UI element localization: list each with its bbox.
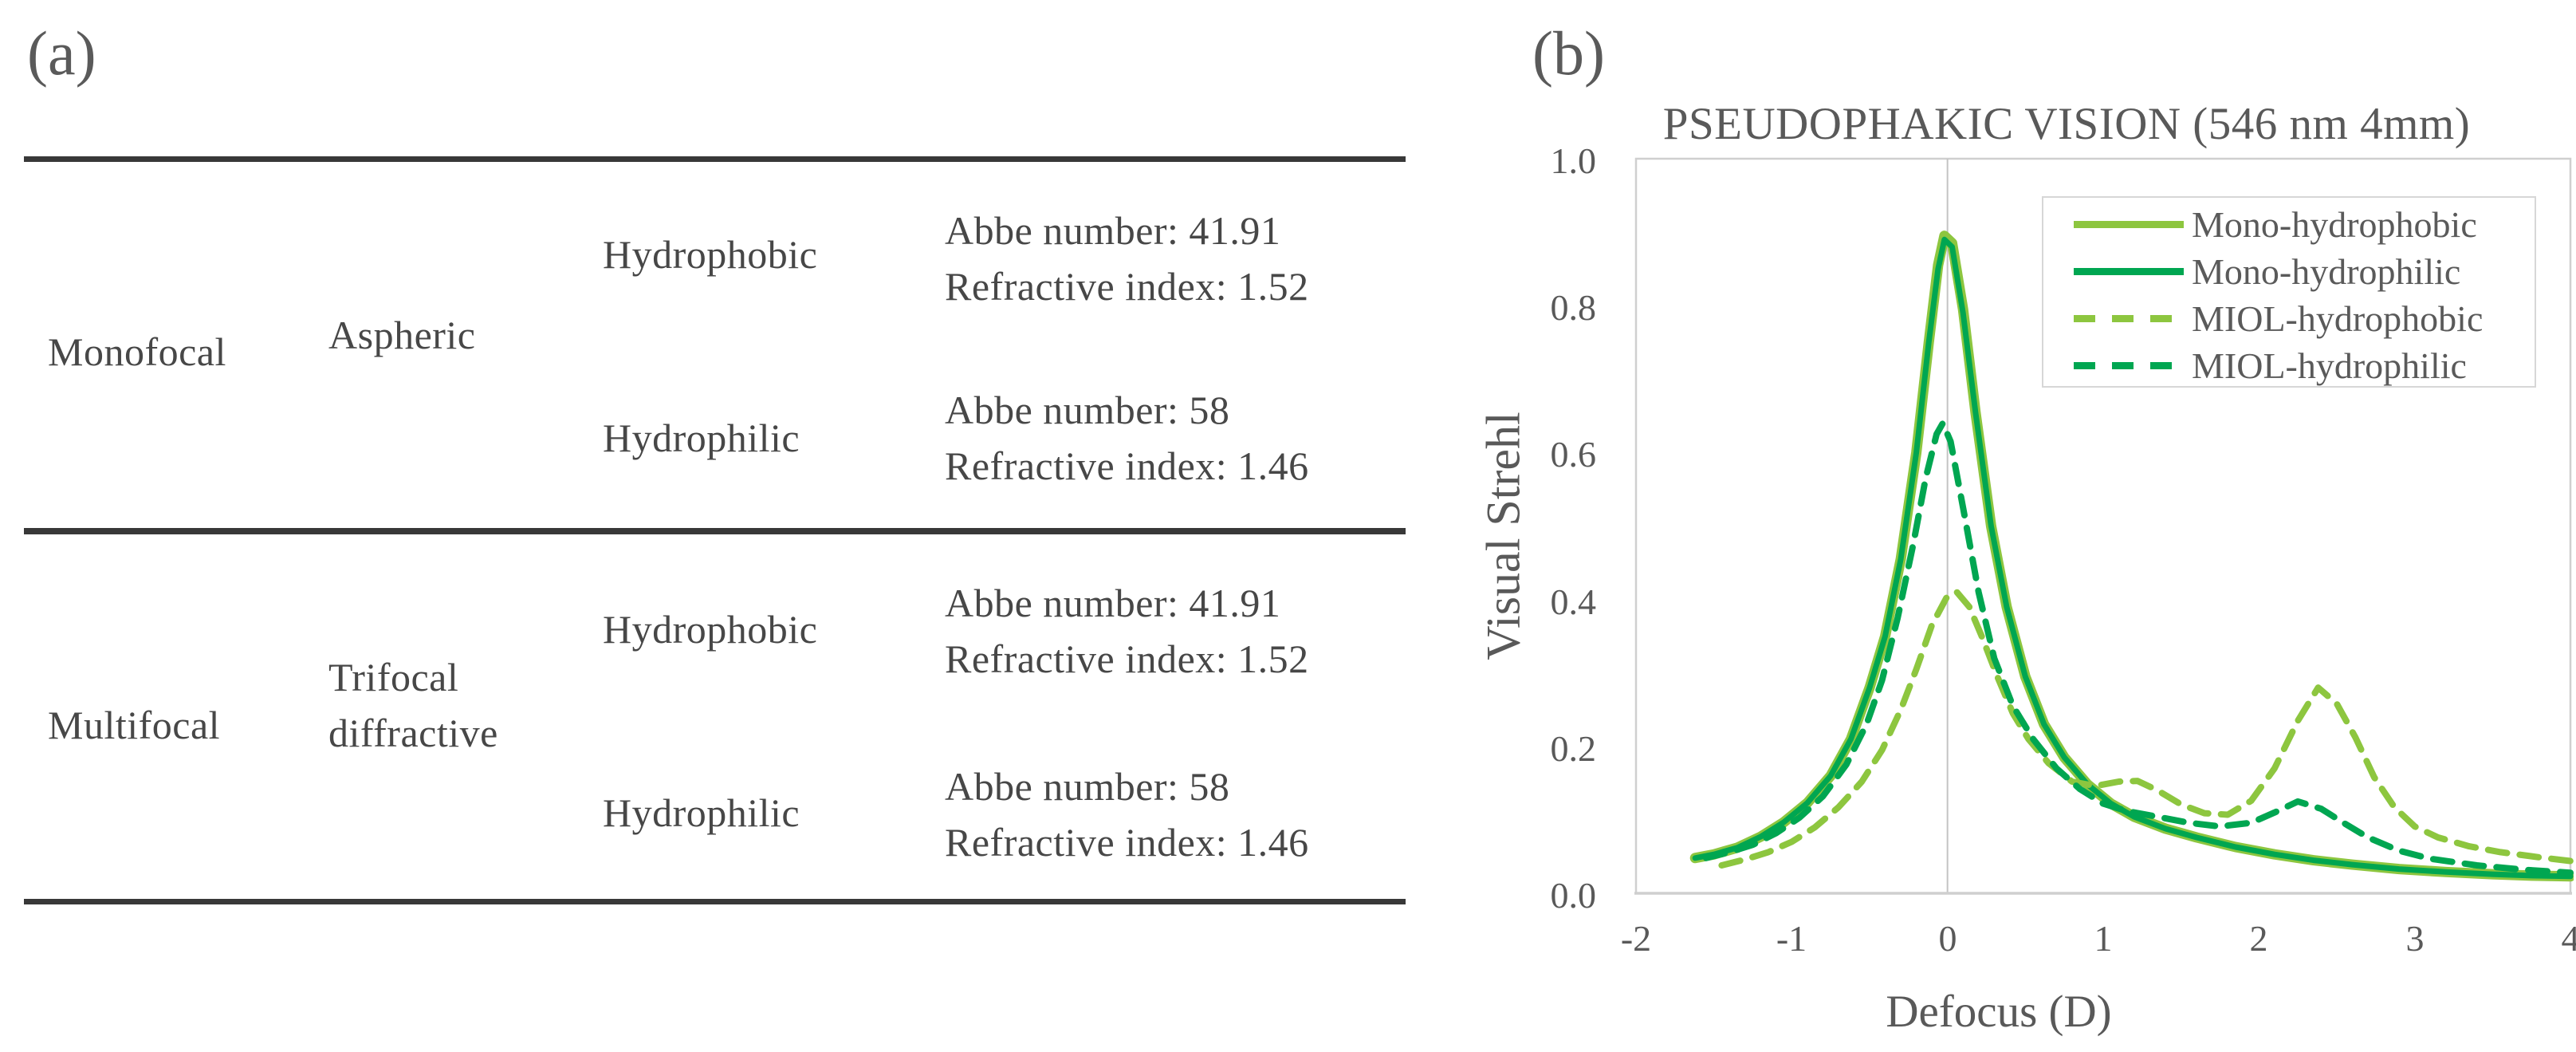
table-cell-focal-monofocal: Monofocal xyxy=(48,329,226,374)
table-cell-design-aspheric: Aspheric xyxy=(328,313,476,357)
table-cell-refractive-index: Refractive index: 1.52 xyxy=(945,636,1309,681)
legend-line-sample-dashed-light-green xyxy=(2074,315,2184,322)
x-axis-title: Defocus (D) xyxy=(1886,987,2112,1037)
x-tick-label: 2 xyxy=(2249,918,2268,959)
y-tick-label: 1.0 xyxy=(1550,140,1597,181)
legend-label: MIOL-hydrophobic xyxy=(2192,298,2484,339)
table-cell-refractive-index: Refractive index: 1.52 xyxy=(945,264,1309,309)
table-cell-abbe-number: Abbe number: 58 xyxy=(945,388,1230,432)
table-cell-material: Hydrophilic xyxy=(603,790,800,835)
table-cell-refractive-index: Refractive index: 1.46 xyxy=(945,443,1309,488)
legend-entry-miol-hydrophobic: MIOL-hydrophobic xyxy=(2043,295,2535,342)
table-cell-abbe-number: Abbe number: 58 xyxy=(945,764,1230,809)
y-tick-label: 0.0 xyxy=(1550,875,1597,916)
y-tick-label: 0.4 xyxy=(1550,581,1597,622)
table-rule-top xyxy=(24,156,1406,162)
table-cell-material: Hydrophobic xyxy=(603,607,818,652)
chart-title: PSEUDOPHAKIC VISION (546 nm 4mm) xyxy=(1662,99,2471,149)
y-tick-label: 0.2 xyxy=(1550,728,1597,769)
legend-label: Mono-hydrophobic xyxy=(2192,204,2477,245)
chart-legend: Mono-hydrophobic Mono-hydrophilic MIOL-h… xyxy=(2042,196,2536,388)
table-cell-refractive-index: Refractive index: 1.46 xyxy=(945,820,1309,865)
x-tick-label: 1 xyxy=(2094,918,2113,959)
table-cell-material: Hydrophobic xyxy=(603,232,818,277)
legend-entry-mono-hydrophilic: Mono-hydrophilic xyxy=(2043,248,2535,295)
x-tick-label: 3 xyxy=(2405,918,2425,959)
table-cell-material: Hydrophilic xyxy=(603,416,800,460)
panel-b-label: (b) xyxy=(1532,18,1605,88)
y-tick-label: 0.6 xyxy=(1550,434,1597,475)
table-cell-abbe-number: Abbe number: 41.91 xyxy=(945,208,1281,253)
panel-a-label: (a) xyxy=(27,18,96,88)
x-tick-label: -2 xyxy=(1620,918,1652,959)
legend-line-sample-solid-dark-green xyxy=(2074,268,2184,275)
legend-label: MIOL-hydrophilic xyxy=(2192,345,2467,386)
table-rule-bottom xyxy=(24,899,1406,904)
table-cell-abbe-number: Abbe number: 41.91 xyxy=(945,581,1281,625)
x-tick-label: 0 xyxy=(1938,918,1957,959)
table-rule-middle xyxy=(24,528,1406,534)
legend-entry-mono-hydrophobic: Mono-hydrophobic xyxy=(2043,201,2535,248)
legend-entry-miol-hydrophilic: MIOL-hydrophilic xyxy=(2043,342,2535,389)
table-cell-focal-multifocal: Multifocal xyxy=(48,703,221,747)
table-cell-design-diffractive: diffractive xyxy=(328,711,498,755)
x-tick-label: -1 xyxy=(1776,918,1807,959)
legend-line-sample-dashed-dark-green xyxy=(2074,362,2184,369)
legend-label: Mono-hydrophilic xyxy=(2192,251,2461,292)
x-tick-label: 4 xyxy=(2561,918,2576,959)
table-cell-design-trifocal: Trifocal xyxy=(328,655,459,699)
legend-line-sample-solid-light-green xyxy=(2074,221,2184,228)
y-tick-label: 0.8 xyxy=(1550,287,1597,328)
